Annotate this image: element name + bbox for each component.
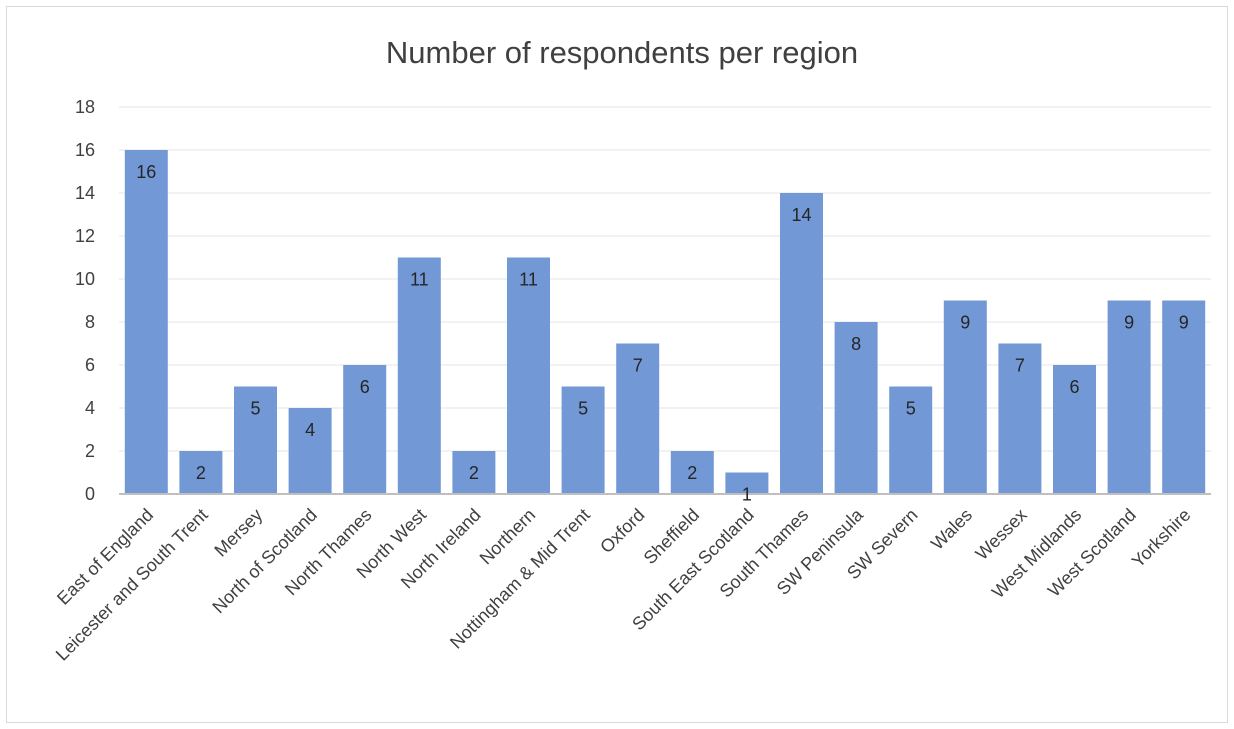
data-label: 4	[305, 420, 315, 440]
data-label: 6	[360, 377, 370, 397]
data-label: 5	[250, 399, 260, 419]
data-label: 5	[578, 399, 588, 419]
data-label: 9	[960, 313, 970, 333]
category-label: Wales	[927, 505, 976, 554]
data-label: 9	[1124, 313, 1134, 333]
bar	[834, 322, 878, 494]
data-label: 1	[742, 485, 752, 505]
data-label: 2	[196, 463, 206, 483]
bar	[998, 343, 1042, 494]
y-tick-label: 0	[85, 484, 95, 504]
bar	[343, 365, 387, 494]
data-label: 14	[791, 205, 811, 225]
y-tick-label: 16	[75, 140, 95, 160]
bar	[943, 300, 987, 494]
data-label: 8	[851, 334, 861, 354]
bar	[670, 451, 714, 494]
data-label: 11	[519, 270, 538, 290]
y-tick-label: 18	[75, 97, 95, 117]
data-label: 7	[1015, 356, 1025, 376]
data-label: 9	[1179, 313, 1189, 333]
data-label: 5	[906, 399, 916, 419]
y-tick-label: 4	[85, 398, 95, 418]
bar	[507, 257, 550, 494]
data-label: 7	[633, 356, 643, 376]
y-tick-label: 2	[85, 441, 95, 461]
bar	[725, 472, 769, 494]
bar	[561, 386, 605, 494]
y-axis-tick-labels: 0 2 4 6 8 10 12 14 16 18	[75, 97, 95, 504]
bar	[1053, 365, 1096, 494]
bar	[616, 343, 660, 494]
bar-chart: Number of respondents per region 0246810…	[52, 35, 1211, 665]
y-tick-label: 6	[85, 355, 95, 375]
data-label: 6	[1069, 377, 1079, 397]
bar	[452, 451, 496, 494]
gridlines	[119, 106, 1211, 452]
bar	[234, 386, 277, 494]
data-label: 2	[687, 463, 697, 483]
category-label: Yorkshire	[1128, 505, 1195, 572]
bar	[288, 408, 332, 494]
bar	[1162, 300, 1206, 494]
bar	[889, 386, 933, 494]
bar	[397, 257, 441, 494]
y-tick-label: 10	[75, 269, 95, 289]
chart-area: Number of respondents per region 0 2 4 6 8 10…	[6, 6, 1228, 723]
bar	[124, 150, 168, 494]
y-tick-label: 12	[75, 226, 95, 246]
data-label: 2	[469, 463, 479, 483]
data-label: 11	[410, 270, 429, 290]
bar	[1107, 300, 1151, 494]
bar	[179, 451, 223, 494]
data-labels: 16 2 5 4 6 11 2 11 5 7 2 1 14 8 5 9 7 6 9 9	[136, 162, 1188, 505]
category-label: East of England	[53, 505, 157, 609]
data-label: 16	[136, 162, 156, 182]
y-tick-label: 14	[75, 183, 95, 203]
bar	[780, 193, 823, 494]
bars	[124, 150, 1206, 494]
y-tick-label: 8	[85, 312, 95, 332]
chart-title: Number of respondents per region	[386, 35, 858, 70]
category-label: Oxford	[596, 505, 648, 557]
